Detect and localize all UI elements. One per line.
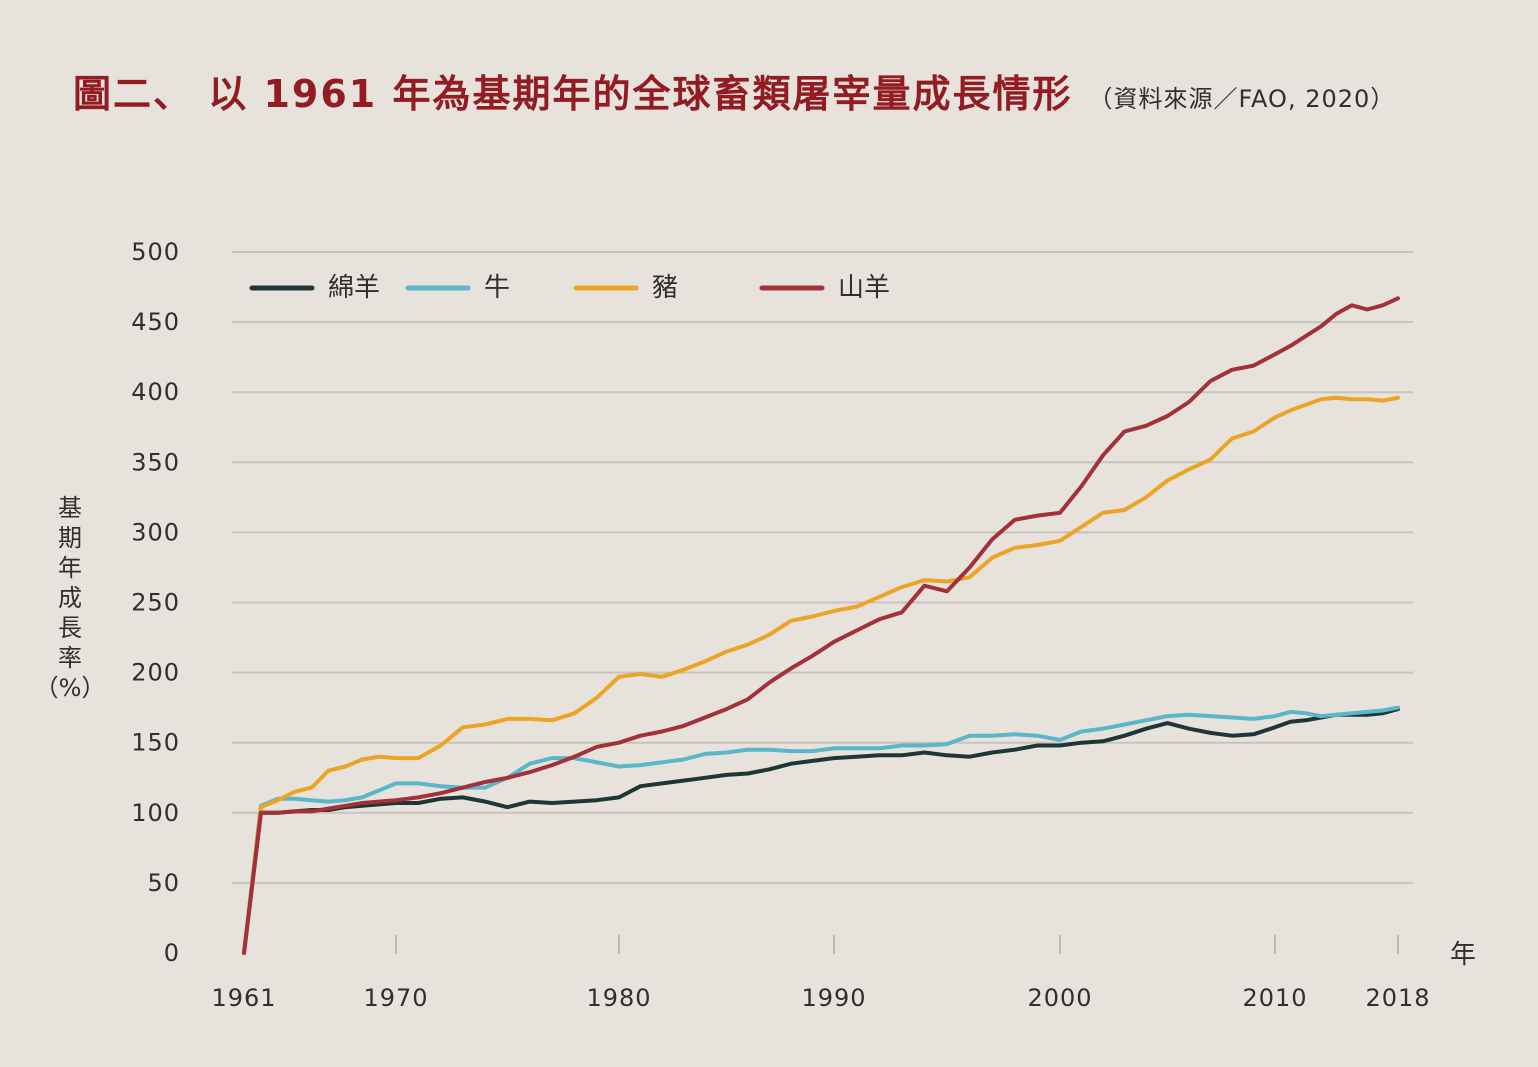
y-tick-label: 500: [131, 238, 180, 266]
legend-item-goat: 山羊: [759, 273, 890, 303]
legend-label-sheep: 綿羊: [328, 273, 380, 303]
series-line-sheep: [242, 707, 1400, 955]
x-tick-label: 2018: [1365, 984, 1430, 1012]
gridlines: [232, 251, 1413, 884]
x-tick-label: 2000: [1027, 984, 1092, 1012]
series-line-cattle: [242, 705, 1400, 955]
series-lines: [242, 296, 1400, 955]
chart-title: 圖二、 以 1961 年為基期年的全球畜類屠宰量成長情形: [73, 72, 1073, 116]
x-tick-label: 2010: [1242, 984, 1307, 1012]
chart-title-row: 圖二、 以 1961 年為基期年的全球畜類屠宰量成長情形 （資料來源／FAO, …: [73, 72, 1395, 121]
legend-item-sheep: 綿羊: [249, 273, 380, 303]
chart-source: （資料來源／FAO, 2020）: [1088, 85, 1396, 113]
y-axis-ticks: 0 50 100 150 200 250 300 350 400 450 500: [131, 238, 180, 967]
x-tick-label: 1970: [363, 984, 428, 1012]
y-axis-label-text: 基期年成長率: [58, 494, 82, 672]
y-tick-label: 100: [131, 799, 180, 827]
legend: 綿羊 牛 豬 山羊: [249, 273, 890, 303]
x-tick-label: 1961: [211, 984, 276, 1012]
y-axis-label-unit: （%）: [34, 674, 106, 702]
series-line-pig: [242, 395, 1400, 955]
y-tick-label: 200: [131, 659, 180, 687]
legend-item-cattle: 牛: [405, 273, 510, 303]
legend-label-pig: 豬: [652, 273, 678, 303]
y-tick-label: 150: [131, 729, 180, 757]
legend-label-goat: 山羊: [838, 273, 890, 303]
x-axis-label: 年: [1450, 940, 1476, 970]
y-axis-label: 基期年成長率 （%）: [35, 493, 106, 703]
series-line-goat: [242, 296, 1400, 955]
y-tick-label: 450: [131, 308, 180, 336]
y-tick-label: 0: [164, 939, 180, 967]
y-tick-label: 300: [131, 518, 180, 546]
legend-label-cattle: 牛: [484, 273, 510, 303]
legend-item-pig: 豬: [573, 273, 678, 303]
x-axis-ticks: 1961 1970 1980 1990 2000 2010 2018: [211, 935, 1430, 1012]
y-tick-label: 400: [131, 378, 180, 406]
x-tick-label: 1990: [801, 984, 866, 1012]
x-tick-label: 1980: [586, 984, 651, 1012]
y-tick-label: 50: [147, 869, 180, 897]
y-tick-label: 250: [131, 589, 180, 617]
y-tick-label: 350: [131, 448, 180, 476]
